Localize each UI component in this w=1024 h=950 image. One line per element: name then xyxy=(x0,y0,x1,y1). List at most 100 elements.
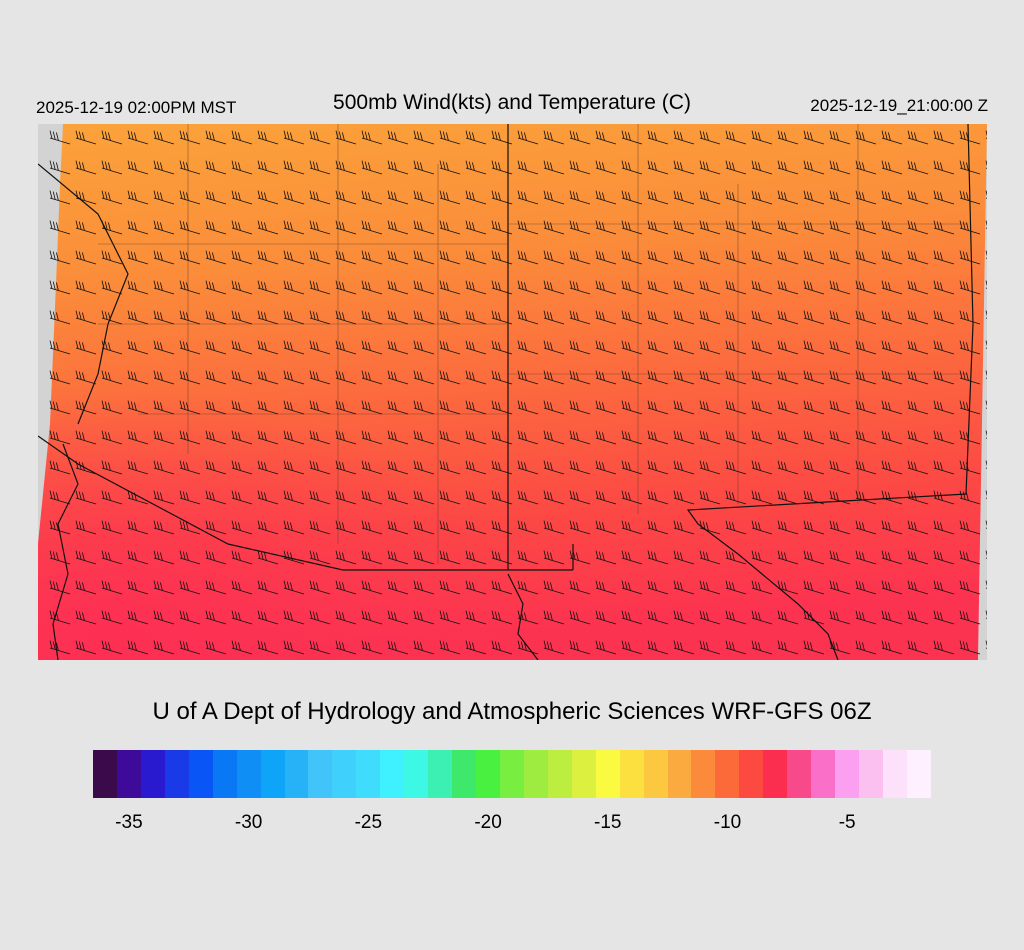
wind-barb-icon xyxy=(413,340,435,355)
wind-barb-icon xyxy=(127,250,149,265)
wind-barb-icon xyxy=(569,460,591,475)
wind-barb-icon xyxy=(49,370,71,385)
wind-barb-icon xyxy=(465,640,487,655)
wind-barb-icon xyxy=(49,160,71,175)
wind-barb-icon xyxy=(959,490,981,505)
wind-barb-icon xyxy=(257,370,279,385)
wind-barb-icon xyxy=(205,370,227,385)
wind-barb-icon xyxy=(335,430,357,445)
wind-barb-icon xyxy=(907,520,929,535)
colorbar-swatch xyxy=(906,750,931,798)
wind-barb-icon xyxy=(335,280,357,295)
wind-barb-icon xyxy=(777,220,799,235)
wind-barb-icon xyxy=(569,490,591,505)
wind-barb-icon xyxy=(101,490,123,505)
colorbar-swatch xyxy=(835,750,859,798)
wind-barb-icon xyxy=(491,550,513,565)
wind-barb-icon xyxy=(413,190,435,205)
wind-barb-icon xyxy=(725,490,747,505)
wind-barb-icon xyxy=(413,520,435,535)
colorbar-swatch xyxy=(452,750,476,798)
wind-barb-icon xyxy=(699,430,721,445)
wind-barb-icon xyxy=(101,130,123,145)
wind-barb-icon xyxy=(673,370,695,385)
wind-barb-icon xyxy=(725,310,747,325)
wind-barb-icon xyxy=(673,640,695,655)
wind-barb-icon xyxy=(595,370,617,385)
wind-barb-icon xyxy=(101,400,123,415)
weather-map xyxy=(38,124,987,660)
wind-barb-icon xyxy=(959,640,981,655)
wind-barb-icon xyxy=(673,220,695,235)
wind-barb-icon xyxy=(699,370,721,385)
wind-barb-icon xyxy=(127,610,149,625)
wind-barb-icon xyxy=(309,430,331,445)
wind-barb-icon xyxy=(933,280,955,295)
colorbar-swatch xyxy=(164,750,189,798)
colorbar-swatch xyxy=(356,750,381,798)
wind-barb-icon xyxy=(829,250,851,265)
wind-barb-icon xyxy=(673,550,695,565)
wind-barb-icon xyxy=(647,580,669,595)
wind-barb-icon xyxy=(673,460,695,475)
wind-barb-icon xyxy=(907,430,929,445)
wind-barb-icon xyxy=(231,160,253,175)
wind-barb-icon xyxy=(257,280,279,295)
wind-barb-icon xyxy=(257,610,279,625)
wind-barb-icon xyxy=(75,190,97,205)
colorbar-swatch xyxy=(787,750,812,798)
wind-barb-icon xyxy=(621,190,643,205)
wind-barb-icon xyxy=(75,550,97,565)
wind-barb-icon xyxy=(725,160,747,175)
wind-barb-icon xyxy=(751,640,773,655)
wind-barb-icon xyxy=(309,490,331,505)
wind-barb-icon xyxy=(491,130,513,145)
wind-barb-icon xyxy=(777,340,799,355)
wind-barb-icon xyxy=(465,370,487,385)
wind-barb-icon xyxy=(517,280,539,295)
wind-barb-icon xyxy=(361,370,383,385)
wind-barb-icon xyxy=(153,610,175,625)
wind-barb-icon xyxy=(439,130,461,145)
wind-barb-icon xyxy=(933,640,955,655)
wind-barb-icon xyxy=(231,220,253,235)
wind-barb-icon xyxy=(491,640,513,655)
wind-barb-icon xyxy=(439,490,461,505)
wind-barb-icon xyxy=(725,610,747,625)
wind-barb-icon xyxy=(309,550,331,565)
wind-barb-icon xyxy=(231,340,253,355)
wind-barb-icon xyxy=(205,520,227,535)
wind-barb-icon xyxy=(335,490,357,505)
wind-barb-icon xyxy=(231,460,253,475)
wind-barb-icon xyxy=(101,160,123,175)
wind-barb-icon xyxy=(49,460,71,475)
wind-barb-icon xyxy=(127,430,149,445)
wind-barb-icon xyxy=(621,610,643,625)
wind-barb-icon xyxy=(387,490,409,505)
wind-barb-icon xyxy=(49,430,71,445)
wind-barb-icon xyxy=(881,310,903,325)
colorbar-swatch xyxy=(619,750,644,798)
wind-barb-icon xyxy=(491,460,513,475)
credit-line: U of A Dept of Hydrology and Atmospheric… xyxy=(152,698,872,725)
wind-barb-icon xyxy=(933,550,955,565)
wind-barb-icon xyxy=(75,490,97,505)
colorbar-tick-label: -25 xyxy=(354,812,383,833)
wind-barb-icon xyxy=(465,610,487,625)
wind-barb-icon xyxy=(517,520,539,535)
wind-barb-icon xyxy=(205,490,227,505)
wind-barb-icon xyxy=(179,370,201,385)
wind-barb-icon xyxy=(153,160,175,175)
wind-barb-icon xyxy=(543,580,565,595)
wind-barb-icon xyxy=(283,640,305,655)
wind-barb-icon xyxy=(829,460,851,475)
wind-barb-icon xyxy=(309,370,331,385)
wind-barb-icon xyxy=(49,640,71,655)
wind-barb-icon xyxy=(49,550,71,565)
wind-barb-icon xyxy=(777,550,799,565)
wind-barb-icon xyxy=(205,280,227,295)
wind-barb-icon xyxy=(335,190,357,205)
wind-barb-icon xyxy=(855,340,877,355)
wind-barb-icon xyxy=(465,550,487,565)
wind-barb-icon xyxy=(387,430,409,445)
